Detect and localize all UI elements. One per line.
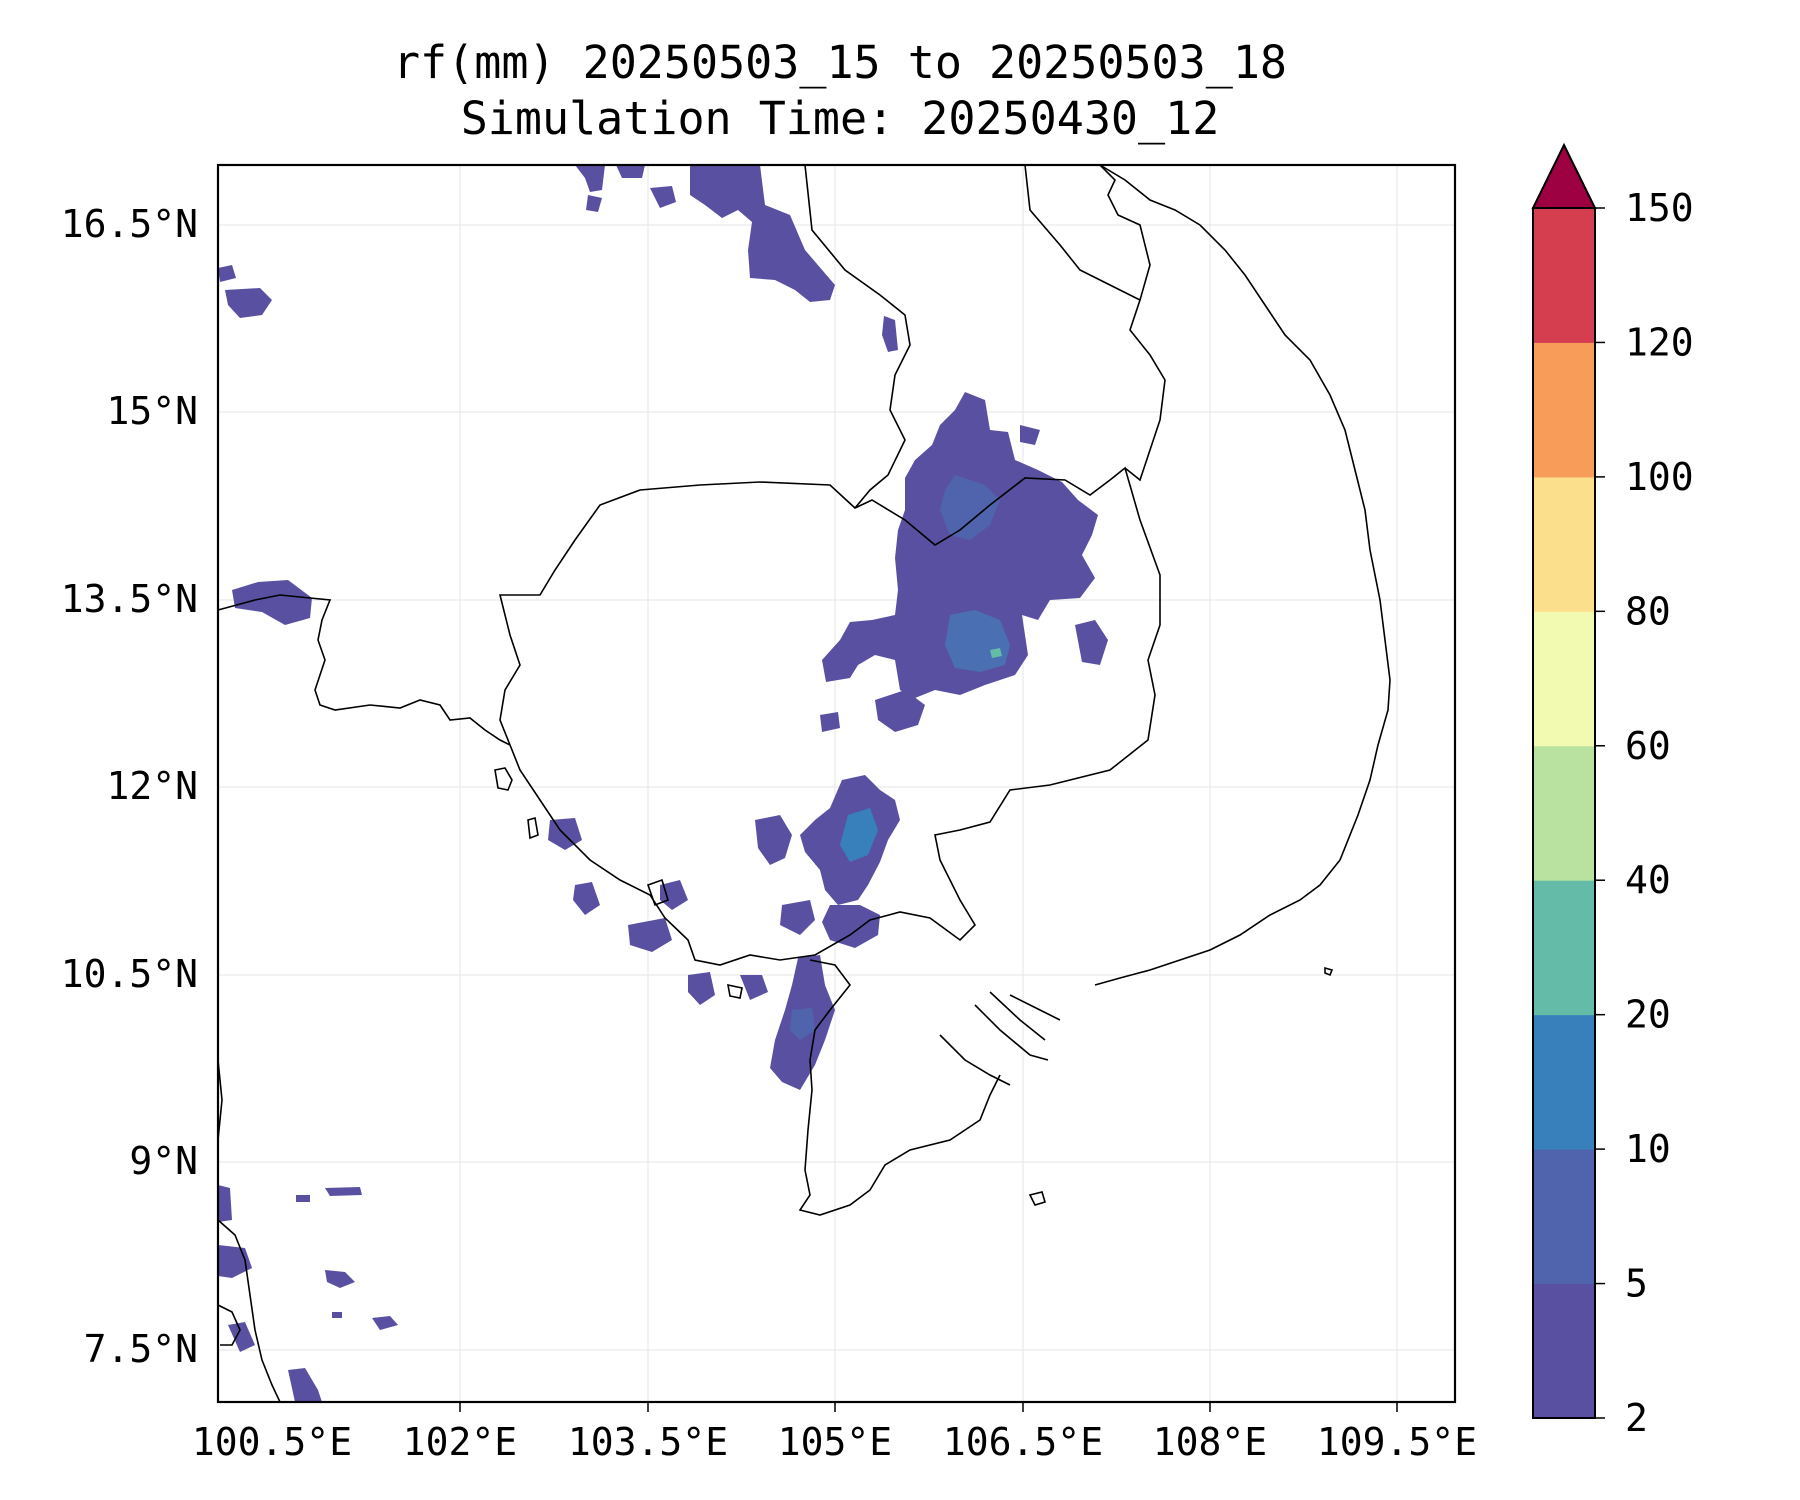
rain-patch-west-3 [232, 580, 312, 625]
rain-patch-gulf-3 [628, 918, 672, 952]
rain-patch-north-4 [616, 165, 645, 178]
colorbar-extend-arrow [1531, 142, 1597, 209]
y-tick-label: 7.5°N [84, 1327, 198, 1371]
rain-patch-south-w3 [822, 905, 880, 948]
colorbar-frame [1532, 207, 1596, 1419]
rain-patch-ne-small [882, 316, 898, 352]
rain-patch-north [690, 165, 835, 302]
island-4 [1028, 1191, 1046, 1206]
colorbar-tick-label: 40 [1625, 858, 1671, 902]
rain-patch-central-east-moderate [940, 475, 1000, 540]
colorbar-tick-label: 100 [1625, 455, 1694, 499]
colorbar-tick-label: 150 [1625, 186, 1694, 230]
colorbar-tick-label: 60 [1625, 724, 1671, 768]
colorbar-tick-label: 10 [1625, 1127, 1671, 1171]
title-line-1: rf(mm) 20250503_15 to 20250503_18 [393, 36, 1287, 89]
rain-patch-east-small [1075, 620, 1108, 665]
colorbar-segment [1533, 1149, 1595, 1285]
rain-patch-sw-1 [875, 690, 925, 732]
x-axis: 100.5°E 102°E 103.5°E 105°E 106.5°E 108°… [192, 1402, 1477, 1464]
x-tick-label: 103.5°E [568, 1420, 728, 1464]
gulf-west-coast-inner [217, 1304, 241, 1346]
rain-patch-sw-sea-5 [332, 1312, 342, 1318]
colorbar: 2 5 10 20 40 60 80 100 120 150 [1531, 142, 1694, 1440]
gulf-west-coast [217, 1059, 281, 1403]
colorbar-segment [1533, 342, 1595, 478]
x-tick-label: 109.5°E [1317, 1420, 1477, 1464]
rain-patch-east-small-2 [1020, 425, 1040, 445]
rain-patch-sw-sea-2 [372, 1316, 398, 1330]
colorbar-segment [1533, 745, 1595, 881]
map-panel [216, 163, 1457, 1404]
rain-patch-west-1 [225, 288, 272, 318]
rain-patch-south-w1 [755, 815, 792, 865]
y-tick-label: 9°N [129, 1139, 198, 1183]
gridlines [218, 165, 1455, 1402]
colorbar-segment [1533, 1283, 1595, 1419]
colorbar-tick-label: 20 [1625, 993, 1671, 1037]
colorbar-segment [1533, 208, 1595, 343]
rain-patch-sw-sea-1 [325, 1270, 355, 1288]
rain-patch-sw-sea-3 [325, 1187, 362, 1196]
rain-patch-north-5 [586, 195, 602, 212]
rain-patch-north-3 [650, 186, 676, 208]
rain-patch-west-2 [218, 265, 236, 282]
x-tick-label: 106.5°E [943, 1420, 1103, 1464]
rain-patch-south-central-heavy [840, 808, 878, 862]
coastlines-borders [217, 164, 1391, 1403]
island-3 [726, 983, 743, 999]
y-tick-label: 12°N [106, 764, 198, 808]
rain-patch-north-2 [575, 165, 605, 192]
island-6 [646, 878, 669, 907]
rain-patch-sw-edge-1 [218, 1185, 232, 1222]
rain-patch-peak [990, 648, 1002, 658]
rain-patch-central-east [822, 392, 1098, 698]
rain-patch-gulf-2 [573, 882, 600, 915]
colorbar-segments [1533, 208, 1595, 1419]
x-tick-label: 108°E [1153, 1420, 1267, 1464]
rain-patch-gulf-5 [688, 972, 715, 1005]
laos-east-border [1024, 164, 1166, 482]
x-tick-label: 100.5°E [192, 1420, 352, 1464]
island-2 [527, 816, 539, 840]
laos-vietnam-border [1099, 164, 1151, 301]
rain-patch-sw-edge-2 [218, 1245, 252, 1278]
colorbar-segment [1533, 611, 1595, 747]
rain-patch-sw-2 [820, 712, 840, 732]
colorbar-ticks: 2 5 10 20 40 60 80 100 120 150 [1595, 186, 1694, 1440]
rain-patch-south-w2 [780, 900, 815, 935]
y-tick-label: 10.5°N [61, 952, 198, 996]
map-frame [216, 163, 1457, 1404]
y-tick-label: 15°N [106, 389, 198, 433]
colorbar-tick-label: 5 [1625, 1262, 1648, 1306]
cambodia-border [498, 466, 1161, 966]
colorbar-tick-label: 80 [1625, 589, 1671, 633]
rain-patch-sw-sea-4 [296, 1195, 310, 1202]
rain-patch-gulf-6 [740, 975, 768, 1000]
x-tick-label: 105°E [778, 1420, 892, 1464]
thailand-border [217, 594, 511, 746]
rainfall-patches [218, 165, 1108, 1402]
rain-patch-delta-moderate [790, 1008, 815, 1040]
delta-coast [798, 959, 1001, 1216]
colorbar-segment [1533, 476, 1595, 612]
rain-patch-sw-edge-3 [228, 1322, 255, 1352]
island-1 [494, 767, 513, 791]
y-axis: 16.5°N 15°N 13.5°N 12°N 10.5°N 9°N 7.5°N [61, 202, 198, 1371]
laos-border [804, 164, 911, 509]
rain-patch-sw-edge-4 [288, 1368, 322, 1402]
delta-channels [939, 991, 1061, 1086]
x-tick-label: 102°E [403, 1420, 517, 1464]
colorbar-tick-label: 120 [1625, 320, 1694, 364]
colorbar-segment [1533, 880, 1595, 1016]
colorbar-segment [1533, 1014, 1595, 1150]
title-line-2: Simulation Time: 20250430_12 [461, 92, 1220, 145]
y-tick-label: 16.5°N [61, 202, 198, 246]
y-tick-label: 13.5°N [61, 577, 198, 621]
rain-patch-gulf-4 [660, 880, 688, 910]
vietnam-coast [1094, 164, 1391, 986]
colorbar-tick-label: 2 [1625, 1396, 1648, 1440]
island-5 [1324, 966, 1334, 977]
